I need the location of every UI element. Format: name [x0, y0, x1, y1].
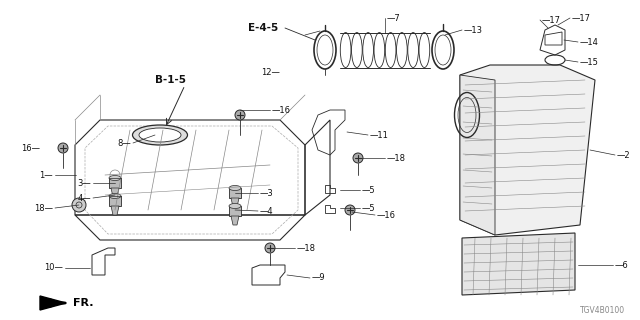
Polygon shape	[111, 188, 119, 197]
Text: —4: —4	[260, 206, 274, 215]
Polygon shape	[40, 296, 66, 310]
Text: 4—: 4—	[77, 194, 91, 203]
Text: 10—: 10—	[44, 263, 63, 273]
Text: B-1-5: B-1-5	[155, 75, 186, 85]
Ellipse shape	[229, 204, 241, 209]
Text: 8—: 8—	[117, 139, 131, 148]
Polygon shape	[231, 216, 239, 225]
Text: TGV4B0100: TGV4B0100	[580, 306, 625, 315]
Text: —17: —17	[572, 13, 591, 22]
Circle shape	[58, 143, 68, 153]
Text: —16: —16	[272, 106, 291, 115]
Bar	[109, 178, 121, 188]
Text: —5: —5	[362, 186, 376, 195]
Circle shape	[345, 205, 355, 215]
Ellipse shape	[132, 125, 188, 145]
Bar	[109, 196, 121, 206]
Ellipse shape	[109, 175, 121, 180]
Ellipse shape	[139, 128, 181, 142]
Polygon shape	[462, 233, 575, 295]
Polygon shape	[460, 65, 595, 235]
Text: —13: —13	[464, 26, 483, 35]
Ellipse shape	[229, 186, 241, 190]
Text: 3—: 3—	[77, 179, 91, 188]
Text: —3: —3	[260, 188, 274, 197]
Polygon shape	[231, 198, 239, 207]
Text: —6: —6	[615, 260, 628, 269]
Text: —18: —18	[297, 244, 316, 252]
Text: 1—: 1—	[40, 171, 53, 180]
Circle shape	[72, 198, 86, 212]
Text: —14: —14	[580, 37, 599, 46]
Text: —15: —15	[580, 58, 599, 67]
Bar	[229, 206, 241, 216]
Ellipse shape	[109, 194, 121, 198]
Text: —9: —9	[312, 274, 326, 283]
Circle shape	[235, 110, 245, 120]
Text: 12—: 12—	[261, 68, 280, 76]
Text: E-4-5: E-4-5	[248, 23, 278, 33]
Circle shape	[265, 243, 275, 253]
Text: —2: —2	[617, 150, 630, 159]
Text: FR.: FR.	[73, 298, 93, 308]
Bar	[229, 188, 241, 198]
Text: —16: —16	[377, 211, 396, 220]
Text: 18—: 18—	[34, 204, 53, 212]
Text: —5: —5	[362, 204, 376, 212]
Polygon shape	[460, 75, 495, 235]
Text: —18: —18	[387, 154, 406, 163]
Text: —7: —7	[387, 13, 401, 22]
Polygon shape	[111, 206, 119, 215]
Circle shape	[353, 153, 363, 163]
Text: —17: —17	[542, 15, 561, 25]
Text: —11: —11	[370, 131, 389, 140]
Text: 16—: 16—	[21, 143, 40, 153]
